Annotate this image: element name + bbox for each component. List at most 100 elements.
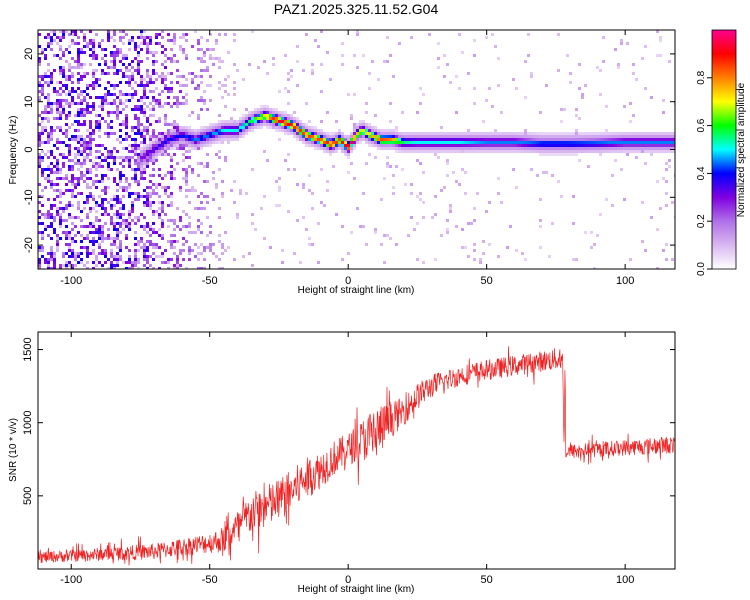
heatmap-cell	[206, 135, 209, 138]
heatmap-cell	[215, 255, 218, 258]
heatmap-cell	[602, 141, 605, 144]
heatmap-cell	[425, 144, 428, 147]
heatmap-cell	[305, 135, 308, 138]
heatmap-cell	[89, 30, 92, 33]
heatmap-cell	[188, 222, 191, 225]
heatmap-cell	[239, 123, 242, 126]
heatmap-cell	[131, 219, 134, 222]
heatmap-cell	[170, 72, 173, 75]
heatmap-cell	[140, 42, 143, 45]
heatmap-cell	[161, 222, 164, 225]
heatmap-cell	[194, 243, 197, 246]
heatmap-cell	[89, 147, 92, 150]
heatmap-cell	[104, 186, 107, 189]
heatmap-cell	[608, 132, 611, 135]
heatmap-cell	[152, 168, 155, 171]
heatmap-cell	[110, 252, 113, 255]
heatmap-cell	[407, 150, 410, 153]
heatmap-cell	[140, 132, 143, 135]
heatmap-cell	[575, 147, 578, 150]
heatmap-cell	[275, 120, 278, 123]
heatmap-cell	[563, 141, 566, 144]
heatmap-cell	[617, 150, 620, 153]
heatmap-cell	[68, 63, 71, 66]
heatmap-cell	[638, 135, 641, 138]
heatmap-cell	[122, 228, 125, 231]
heatmap-cell	[74, 252, 77, 255]
heatmap-cell	[92, 42, 95, 45]
heatmap-cell	[140, 150, 143, 153]
heatmap-cell	[143, 189, 146, 192]
heatmap-cell	[203, 207, 206, 210]
heatmap-cell	[635, 150, 638, 153]
heatmap-cell	[47, 210, 50, 213]
heatmap-cell	[197, 225, 200, 228]
heatmap-cell	[101, 264, 104, 267]
heatmap-cell	[161, 201, 164, 204]
heatmap-cell	[386, 144, 389, 147]
heatmap-cell	[209, 132, 212, 135]
heatmap-cell	[437, 141, 440, 144]
heatmap-cell	[167, 195, 170, 198]
heatmap-cell	[200, 126, 203, 129]
top-x-tick-label: -50	[202, 275, 218, 287]
heatmap-cell	[392, 174, 395, 177]
heatmap-cell	[131, 78, 134, 81]
heatmap-cell	[230, 117, 233, 120]
heatmap-cell	[446, 144, 449, 147]
heatmap-cell	[65, 174, 68, 177]
heatmap-cell	[134, 180, 137, 183]
heatmap-cell	[218, 60, 221, 63]
heatmap-cell	[356, 129, 359, 132]
heatmap-cell	[575, 129, 578, 132]
heatmap-cell	[287, 153, 290, 156]
heatmap-cell	[296, 129, 299, 132]
heatmap-cell	[80, 90, 83, 93]
heatmap-cell	[77, 87, 80, 90]
heatmap-cell	[215, 57, 218, 60]
heatmap-cell	[173, 54, 176, 57]
heatmap-cell	[170, 204, 173, 207]
heatmap-cell	[422, 216, 425, 219]
heatmap-cell	[77, 216, 80, 219]
heatmap-cell	[620, 135, 623, 138]
heatmap-cell	[416, 138, 419, 141]
bottom-y-tick-label: 500	[22, 487, 34, 505]
heatmap-cell	[635, 135, 638, 138]
heatmap-cell	[71, 180, 74, 183]
heatmap-cell	[59, 237, 62, 240]
heatmap-cell	[194, 207, 197, 210]
heatmap-cell	[191, 171, 194, 174]
heatmap-cell	[419, 144, 422, 147]
heatmap-cell	[119, 186, 122, 189]
heatmap-cell	[200, 192, 203, 195]
heatmap-cell	[275, 111, 278, 114]
heatmap-cell	[368, 87, 371, 90]
heatmap-cell	[110, 60, 113, 63]
heatmap-cell	[164, 138, 167, 141]
heatmap-cell	[80, 75, 83, 78]
heatmap-cell	[431, 141, 434, 144]
heatmap-cell	[140, 111, 143, 114]
heatmap-cell	[629, 120, 632, 123]
heatmap-cell	[290, 75, 293, 78]
heatmap-cell	[269, 117, 272, 120]
heatmap-cell	[56, 42, 59, 45]
heatmap-cell	[134, 42, 137, 45]
heatmap-cell	[653, 147, 656, 150]
heatmap-cell	[41, 171, 44, 174]
heatmap-cell	[284, 87, 287, 90]
heatmap-cell	[158, 105, 161, 108]
heatmap-cell	[278, 90, 281, 93]
heatmap-cell	[389, 147, 392, 150]
heatmap-cell	[353, 126, 356, 129]
heatmap-cell	[185, 57, 188, 60]
heatmap-cell	[197, 174, 200, 177]
heatmap-cell	[203, 195, 206, 198]
heatmap-cell	[104, 87, 107, 90]
heatmap-cell	[377, 129, 380, 132]
heatmap-cell	[605, 105, 608, 108]
heatmap-cell	[86, 267, 89, 269]
heatmap-cell	[125, 159, 128, 162]
heatmap-cell	[464, 141, 467, 144]
